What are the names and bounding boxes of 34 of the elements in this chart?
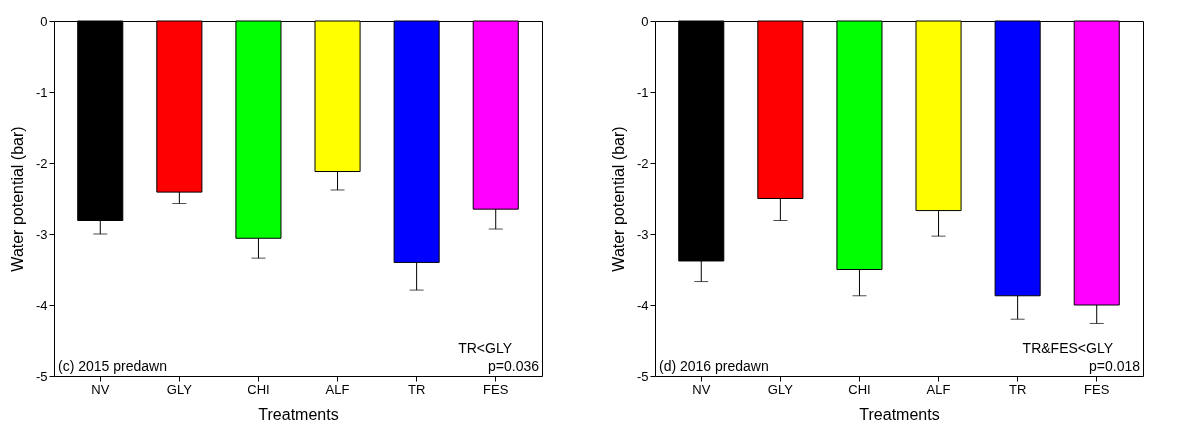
x-tick-label: FES	[483, 381, 509, 397]
x-tick-label: CHI	[848, 381, 871, 397]
annotation: p=0.018	[1089, 358, 1141, 374]
y-tick-label: -2	[35, 155, 48, 171]
y-axis-title: Water potential (bar)	[8, 126, 26, 272]
y-tick-label: -4	[636, 297, 649, 313]
y-tick-label: -3	[35, 226, 48, 242]
annotation: (d) 2016 predawn	[659, 358, 769, 374]
x-tick-label: FES	[1084, 381, 1110, 397]
x-tick-label: GLY	[767, 381, 794, 397]
y-tick-label: -2	[636, 155, 649, 171]
y-tick-label: -5	[636, 368, 649, 384]
y-tick-label: -4	[35, 297, 48, 313]
x-tick-label: ALF	[325, 381, 350, 397]
x-axis-title: Treatments	[258, 405, 339, 423]
y-tick-label: -1	[636, 84, 649, 100]
x-tick-label: GLY	[166, 381, 193, 397]
x-tick-label: ALF	[926, 381, 951, 397]
y-tick-label: -5	[35, 368, 48, 384]
x-tick-label: TR	[407, 381, 426, 397]
annotation: TR&FES<GLY	[1022, 340, 1114, 356]
x-tick-label: NV	[692, 381, 711, 397]
annotation: (c) 2015 predawn	[58, 358, 167, 374]
x-tick-label: CHI	[247, 381, 270, 397]
y-tick-label: -3	[636, 226, 649, 242]
x-tick-label: NV	[91, 381, 110, 397]
y-tick-label: 0	[641, 13, 649, 29]
y-axis-title: Water potential (bar)	[609, 126, 627, 272]
y-tick-label: -1	[35, 84, 48, 100]
annotation: p=0.036	[488, 358, 540, 374]
x-tick-label: TR	[1008, 381, 1027, 397]
y-tick-label: 0	[40, 13, 48, 29]
x-axis-title: Treatments	[859, 405, 940, 423]
annotation: TR<GLY	[458, 340, 513, 356]
